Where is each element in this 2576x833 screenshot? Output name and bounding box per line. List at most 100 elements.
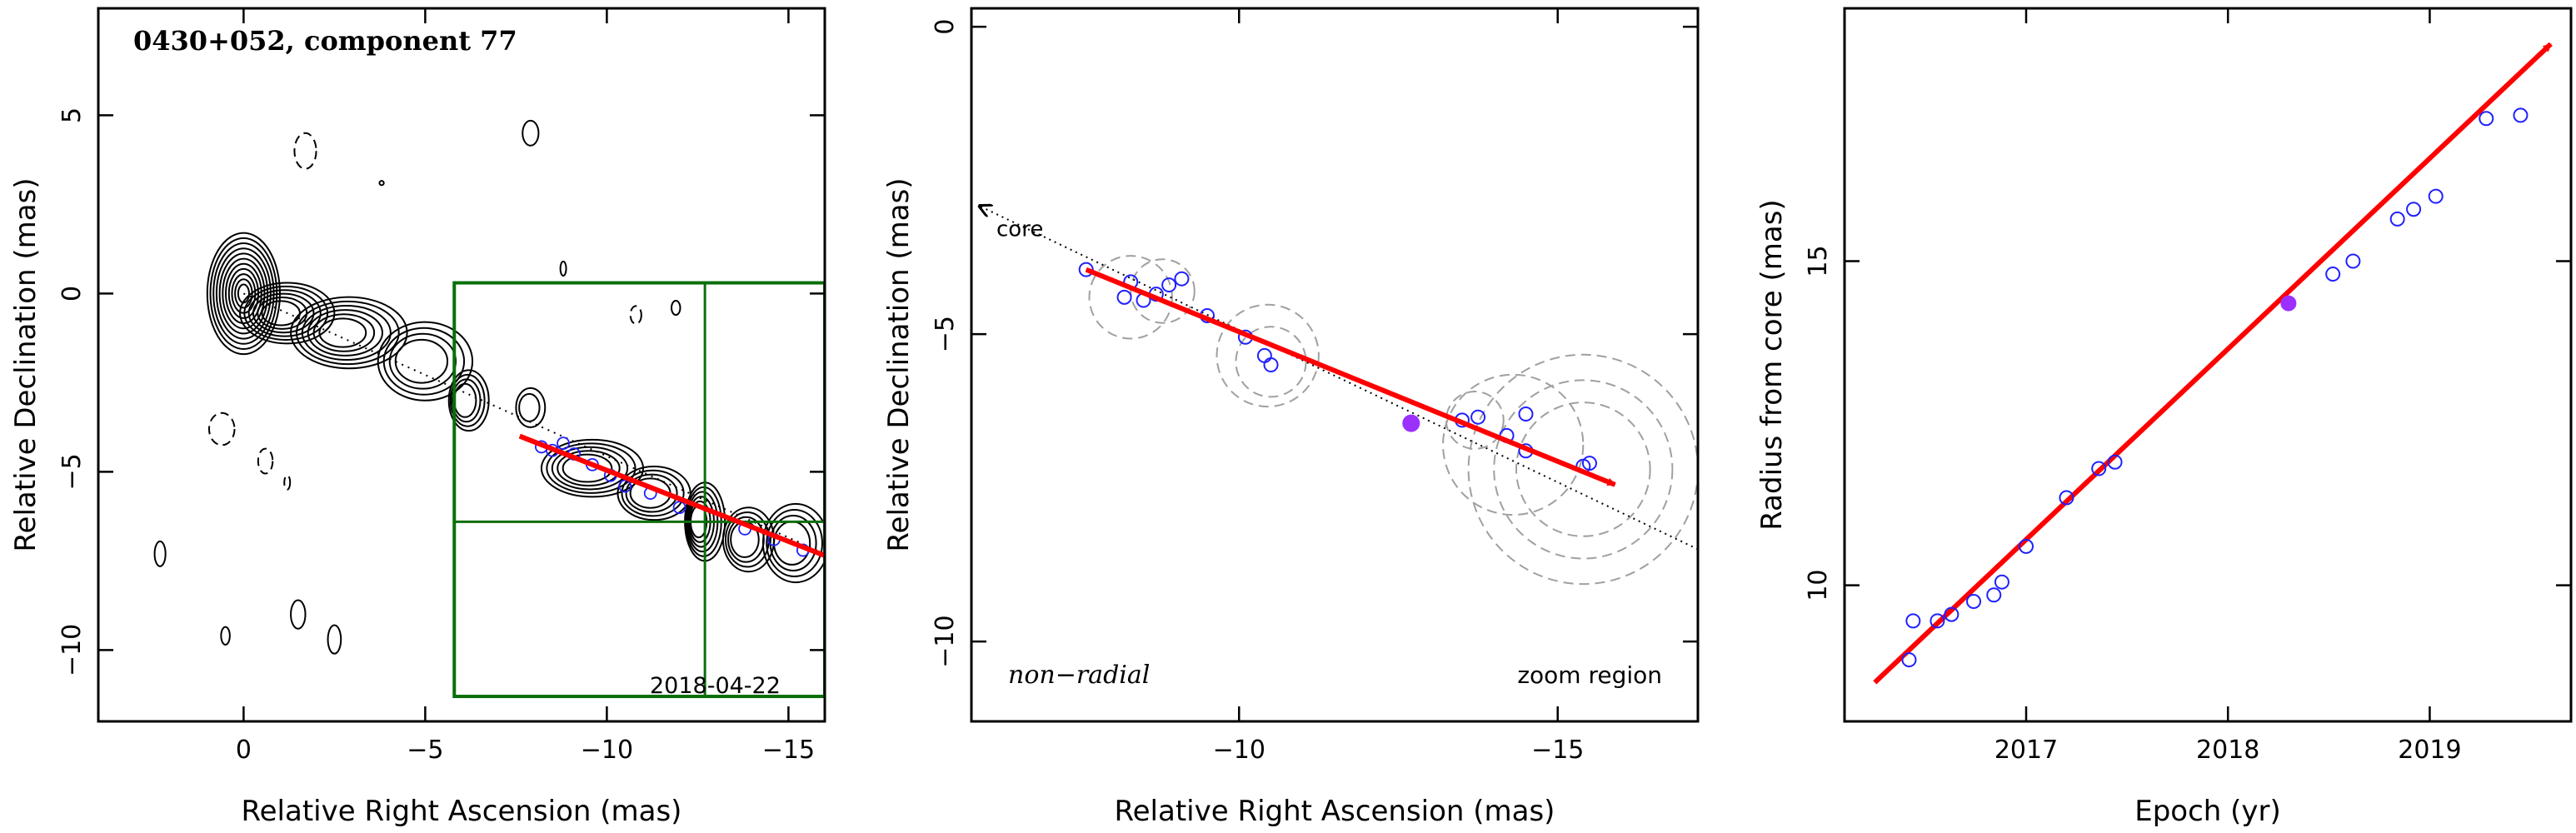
data-point	[2059, 490, 2074, 506]
error-circle	[1515, 402, 1651, 537]
component-position	[1161, 277, 1177, 293]
x-tick-label: −15	[1531, 736, 1584, 765]
y-tick-label: −10	[931, 615, 960, 667]
y-axis-title: Relative Declination (mas)	[9, 177, 42, 551]
motion-vector	[1085, 267, 1616, 487]
data-point	[1986, 587, 2002, 603]
error-circle	[1130, 258, 1196, 324]
data-point	[2513, 107, 2529, 123]
y-axis-title: Relative Declination (mas)	[882, 177, 916, 551]
contour-level	[312, 313, 376, 352]
isolated-contour	[220, 626, 231, 646]
x-tick-label: −10	[1213, 736, 1266, 765]
contour-level	[724, 511, 770, 568]
isolated-contour	[257, 447, 274, 475]
axis-ticks: 2017 2018 2019 10 15	[1804, 8, 2571, 765]
contour-level	[562, 453, 613, 483]
isolated-contour	[207, 412, 236, 446]
contour-level	[247, 289, 322, 337]
contour-level	[621, 469, 685, 517]
contour-level	[215, 247, 272, 340]
isolated-contour	[522, 119, 540, 147]
y-tick-label: 0	[57, 286, 87, 302]
current-epoch-point	[2280, 295, 2297, 312]
isolated-contour	[559, 260, 567, 277]
data-point	[2428, 188, 2444, 204]
contour-level	[518, 392, 541, 422]
data-point	[1994, 574, 2009, 590]
data-point	[1930, 613, 1945, 629]
radius-plot-area	[1873, 42, 2553, 685]
isolated-contour	[671, 299, 681, 317]
x-axis-title: Relative Right Ascension (mas)	[1115, 795, 1555, 828]
data-point	[1901, 652, 1917, 668]
x-tick-label: 2019	[2398, 736, 2461, 765]
axis-ticks: 0 −5 −10 −15 5 0 −5 −10	[57, 8, 825, 765]
isolated-contour	[378, 180, 385, 187]
contour-level	[382, 327, 466, 396]
contour-level	[307, 309, 383, 357]
x-tick-label: −10	[581, 736, 633, 765]
y-tick-label: 5	[57, 107, 87, 123]
contour-level	[394, 338, 449, 384]
data-point	[1944, 606, 1959, 622]
core-direction-line	[242, 292, 825, 555]
x-axis-title: Epoch (yr)	[2134, 795, 2281, 828]
contour-level	[769, 515, 817, 571]
contour-level	[206, 232, 281, 356]
isolated-contour	[290, 599, 307, 630]
component-position	[1174, 271, 1190, 287]
data-point	[2091, 461, 2107, 476]
contour-level	[318, 317, 367, 348]
data-point	[1966, 594, 1982, 610]
contour-level	[766, 508, 823, 578]
y-tick-label: 10	[1804, 569, 1833, 601]
component-position	[672, 501, 686, 515]
y-axis-title: Radius from core (mas)	[1755, 199, 1789, 530]
panel-zoom-region: −10 −15 0 −5 −10 non−radial zoom region core…	[882, 7, 1700, 828]
current-epoch-point	[1402, 414, 1420, 432]
motion-type-label: non−radial	[1008, 661, 1150, 690]
data-point	[2019, 538, 2034, 554]
y-tick-label: −10	[57, 624, 87, 676]
isolated-contour	[153, 540, 167, 567]
x-tick-label: 0	[236, 736, 252, 765]
y-tick-label: 0	[931, 19, 960, 35]
panel-radius-vs-epoch: 2017 2018 2019 10 15 Epoch (yr) Radius from …	[1755, 7, 2573, 828]
data-point	[2389, 211, 2405, 227]
data-point	[2107, 454, 2123, 470]
zoom-plot-area	[980, 206, 1698, 586]
isolated-contour	[293, 132, 317, 170]
data-point	[2479, 111, 2494, 127]
error-circle	[1445, 390, 1505, 450]
contour-level	[447, 369, 490, 432]
fit-line	[1873, 42, 2553, 685]
component-position	[1581, 456, 1597, 471]
contour-level	[515, 387, 547, 428]
contour-level	[546, 442, 637, 494]
axis-ticks: −10 −15 0 −5 −10	[931, 8, 1698, 765]
component-position	[1256, 347, 1272, 363]
contour-level	[625, 473, 678, 513]
component-position	[618, 479, 632, 493]
contour-level	[557, 450, 621, 487]
component-position	[1116, 289, 1132, 305]
y-tick-label: −5	[931, 316, 960, 352]
component-position	[1078, 262, 1094, 277]
isolated-contour	[629, 305, 642, 325]
error-circle	[1467, 353, 1698, 586]
error-circle	[1216, 303, 1320, 408]
component-position	[1263, 357, 1279, 372]
y-tick-label: 15	[1804, 245, 1833, 277]
contour-plot-area	[153, 119, 825, 699]
contour-level	[449, 373, 486, 427]
contour-level	[239, 282, 336, 345]
data-point	[2325, 267, 2341, 282]
plot-frame	[1843, 7, 2573, 723]
contour-level	[295, 300, 400, 366]
component-position	[1518, 407, 1534, 422]
panel-title: 0430+052, component 77	[133, 25, 517, 57]
contour-level	[212, 242, 275, 345]
